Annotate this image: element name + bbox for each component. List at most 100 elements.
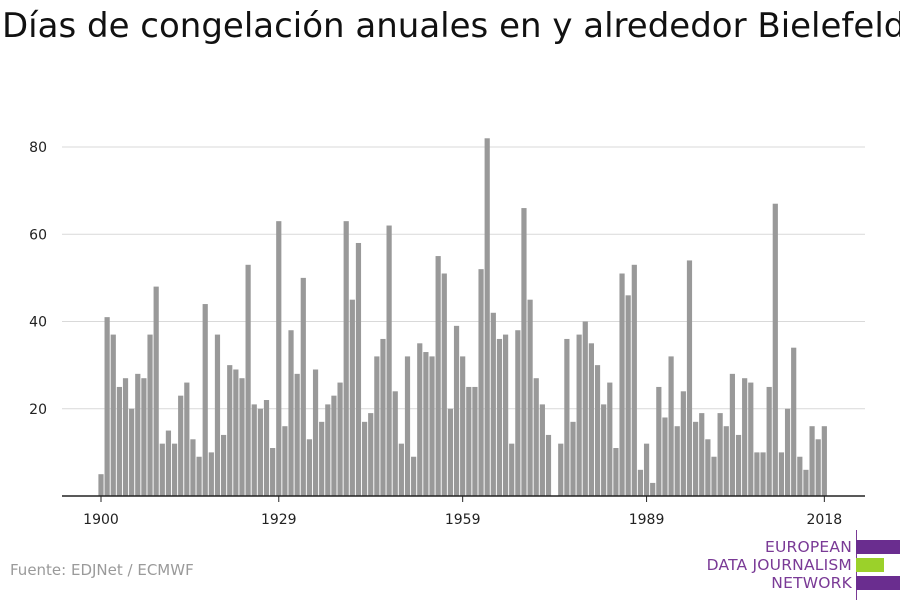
bar-2000 (711, 456, 717, 496)
bar-1959 (460, 356, 466, 496)
bar-2002 (723, 426, 729, 496)
bars (98, 138, 827, 497)
y-tick-label: 20 (29, 402, 47, 418)
bar-1966 (502, 334, 509, 496)
bar-1939 (337, 382, 343, 496)
bar-1945 (374, 356, 380, 496)
logo-line-data-journalism: DATA JOURNALISM (706, 556, 852, 574)
bar-1915 (190, 439, 196, 496)
bar-1997 (693, 421, 699, 496)
bar-1992 (662, 417, 668, 496)
bar-1934 (306, 439, 313, 496)
bar-1952 (417, 343, 423, 496)
page-title: Días de congelación anuales en y alreded… (2, 6, 900, 46)
bar-1944 (368, 413, 374, 496)
bar-2010 (772, 203, 778, 496)
bar-1948 (392, 391, 398, 496)
bar-1967 (509, 443, 515, 496)
bar-1937 (325, 404, 331, 496)
bar-1925 (251, 404, 257, 496)
bar-1926 (257, 408, 263, 496)
bar-1927 (263, 400, 270, 496)
bar-1986 (625, 295, 631, 496)
y-tick-label: 40 (29, 315, 47, 331)
bar-2004 (735, 434, 742, 496)
bar-1975 (558, 443, 564, 496)
bar-1900 (98, 474, 104, 496)
bar-2011 (778, 452, 785, 497)
bar-1985 (619, 273, 625, 496)
bar-1964 (490, 312, 496, 496)
bar-1946 (380, 338, 386, 496)
bar-2015 (803, 469, 809, 496)
bar-1933 (300, 277, 306, 497)
bar-2005 (742, 378, 748, 496)
bar-1917 (202, 304, 208, 496)
bar-1912 (171, 443, 178, 496)
logo-purple-bar-top (856, 540, 900, 554)
bar-1980 (588, 343, 594, 496)
bar-1969 (521, 208, 527, 496)
bar-1991 (656, 386, 662, 496)
bar-1965 (496, 338, 503, 496)
logo-green-bar (856, 558, 884, 572)
bar-1971 (533, 378, 539, 496)
edjnet-logo[interactable]: EUROPEAN DATA JOURNALISM NETWORK (700, 530, 900, 600)
bar-1920 (221, 434, 227, 496)
bar-1987 (631, 264, 637, 496)
bar-1935 (312, 369, 319, 496)
bar-1976 (564, 338, 570, 496)
bar-1928 (270, 448, 276, 496)
bar-1988 (637, 469, 644, 496)
bar-1909 (153, 286, 159, 496)
source-note: Fuente: EDJNet / ECMWF (10, 561, 194, 579)
bar-1963 (484, 138, 490, 496)
bar-1949 (398, 443, 404, 496)
bar-1932 (294, 373, 300, 496)
bar-1993 (668, 356, 674, 496)
bar-2009 (766, 386, 772, 496)
bar-2013 (791, 347, 797, 496)
axes: 1900 1929 1959 1989 2018 (62, 495, 865, 528)
bar-1989 (643, 443, 650, 496)
bar-1954 (429, 356, 435, 496)
bar-1951 (411, 456, 417, 496)
bar-2018 (821, 426, 827, 496)
x-tick-label: 1959 (445, 512, 481, 528)
bar-2017 (815, 439, 821, 496)
bar-1962 (478, 269, 484, 496)
bar-2014 (797, 456, 803, 496)
x-tick-label: 1900 (83, 512, 119, 528)
gridlines: 20 40 60 80 (29, 140, 865, 418)
bar-1955 (435, 256, 441, 496)
y-tick-label: 60 (29, 227, 47, 243)
bar-1957 (447, 408, 454, 496)
bar-1953 (423, 352, 429, 496)
bar-2006 (748, 382, 754, 496)
bar-1931 (288, 330, 294, 496)
bar-1999 (705, 439, 711, 496)
logo-line-european: EUROPEAN (764, 538, 852, 556)
bar-2008 (760, 452, 766, 497)
bar-1950 (404, 356, 411, 496)
bar-1995 (680, 391, 686, 496)
bar-1923 (239, 378, 245, 496)
bar-1943 (361, 421, 368, 496)
bar-1990 (650, 482, 656, 496)
bar-1940 (343, 221, 349, 496)
bar-1994 (674, 426, 680, 496)
bar-1908 (147, 334, 153, 496)
bar-1984 (613, 448, 619, 496)
bar-1906 (135, 373, 141, 496)
x-tick-label: 1989 (629, 512, 665, 528)
bar-1973 (545, 434, 552, 496)
bar-1981 (594, 365, 601, 497)
bar-1911 (165, 430, 172, 496)
bar-1918 (208, 452, 214, 497)
bar-1924 (245, 264, 251, 496)
y-tick-label: 80 (29, 140, 47, 156)
bar-1960 (466, 386, 472, 496)
bar-1930 (282, 426, 288, 496)
bar-2003 (729, 373, 735, 496)
